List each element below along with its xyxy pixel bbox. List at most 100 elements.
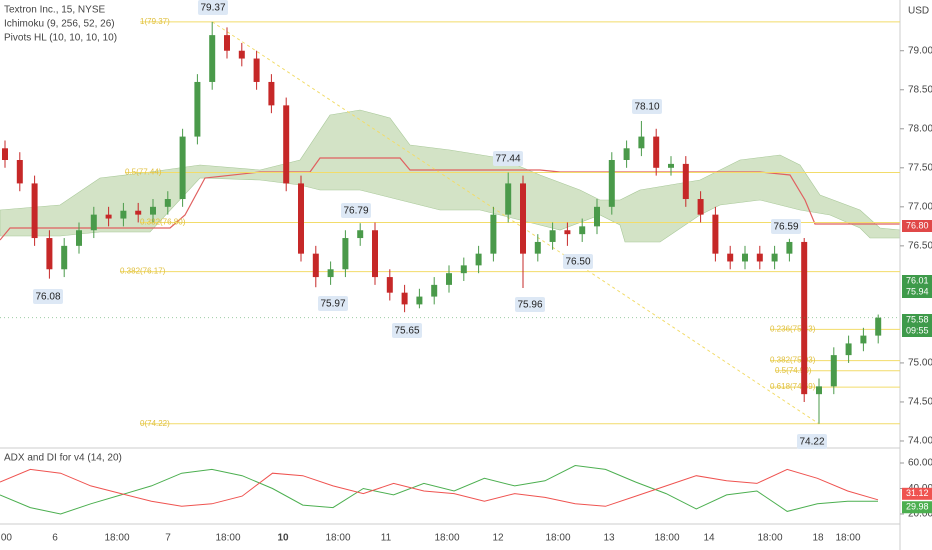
y-tick-label: 74.00 xyxy=(908,436,932,447)
candle-body xyxy=(549,230,556,242)
price-tag-label: 76.80 xyxy=(906,220,929,230)
candle-body xyxy=(830,355,837,387)
x-tick-label: 18:00 xyxy=(835,533,860,544)
candle-body xyxy=(224,35,230,51)
candle-body xyxy=(623,148,630,160)
x-tick-label: 18 xyxy=(812,533,824,544)
pivot-box xyxy=(515,297,545,312)
pivot-label: 76.79 xyxy=(343,206,368,217)
y-tick-label: 78.00 xyxy=(908,123,932,134)
price-tag xyxy=(902,314,932,326)
x-tick-label: :00 xyxy=(0,533,12,544)
adx-y-tick-label: 60.00 xyxy=(908,458,932,469)
adx-line xyxy=(0,464,879,515)
candle-body xyxy=(312,253,319,278)
adx-tag xyxy=(902,501,932,514)
x-tick-label: 6 xyxy=(52,533,58,544)
candle-body xyxy=(253,58,260,82)
pivot-box xyxy=(33,289,63,304)
candle-body xyxy=(638,136,645,149)
candle-body xyxy=(90,214,97,231)
y-tick-label: 79.00 xyxy=(908,45,932,56)
pivot-box xyxy=(771,219,801,234)
candle-body xyxy=(475,253,482,266)
candle-body xyxy=(460,265,467,274)
countdown-tag xyxy=(902,325,932,337)
price-tag xyxy=(902,286,932,298)
candle-body xyxy=(845,343,852,356)
y-tick-label: 75.00 xyxy=(908,358,932,369)
x-tick-label: 14 xyxy=(703,533,715,544)
candle-body xyxy=(327,269,334,278)
candle-body xyxy=(2,148,8,160)
pivot-box xyxy=(797,434,827,449)
candle-body xyxy=(608,160,615,207)
candle-body xyxy=(135,210,142,215)
x-tick-label: 18:00 xyxy=(215,533,240,544)
fib-label: 0.5(74.90) xyxy=(775,366,812,375)
pivot-label: 75.65 xyxy=(394,326,419,337)
fib-label: 0.382(75.03) xyxy=(770,356,816,365)
y-tick-label: 74.50 xyxy=(908,397,932,408)
fib-label: 0.5(77.44) xyxy=(125,168,162,177)
pivot-label: 75.96 xyxy=(517,300,542,311)
candle-body xyxy=(357,230,364,239)
adx-tag-label: 31.12 xyxy=(906,488,929,498)
indicator-label: Ichimoku (9, 256, 52, 26) xyxy=(4,19,115,30)
candle-body xyxy=(520,183,526,254)
y-tick-label: 77.50 xyxy=(908,162,932,173)
y-tick-label: 76.50 xyxy=(908,240,932,251)
candle-body xyxy=(238,50,245,59)
candle-body xyxy=(120,210,127,219)
candle-body xyxy=(150,206,156,215)
adx-y-tick-label: 20.00 xyxy=(908,509,932,520)
fib-label: 0(74.22) xyxy=(140,419,170,428)
pivot-label: 76.08 xyxy=(35,292,60,303)
x-tick-label: 18:00 xyxy=(654,533,679,544)
pivot-box xyxy=(198,0,228,15)
candle-body xyxy=(875,317,882,336)
candle-body xyxy=(490,214,497,254)
x-tick-label: 18:00 xyxy=(434,533,459,544)
pivot-label: 76.50 xyxy=(565,257,590,268)
pivot-label: 79.37 xyxy=(200,3,225,14)
candle-body xyxy=(298,183,304,254)
pivot-box xyxy=(632,99,662,114)
candle-body xyxy=(534,241,541,254)
adx-title: ADX and DI for v4 (14, 20) xyxy=(4,453,122,464)
pivot-label: 78.10 xyxy=(634,102,659,113)
candle-body xyxy=(727,253,734,262)
candle-body xyxy=(431,284,438,297)
candle-body xyxy=(653,136,660,168)
x-tick-label: 12 xyxy=(492,533,504,544)
x-tick-label: 10 xyxy=(277,533,289,544)
x-tick-label: 11 xyxy=(381,533,392,544)
pivot-box xyxy=(493,151,523,166)
candle-body xyxy=(76,230,82,246)
candle-body xyxy=(194,81,201,137)
candle-body xyxy=(505,183,512,215)
fib-label: 0.236(75.43) xyxy=(770,324,816,333)
candle-body xyxy=(742,253,748,262)
price-tag-label: 75.58 xyxy=(906,314,929,324)
price-tag-label: 75.94 xyxy=(906,286,929,296)
y-tick-label: 78.50 xyxy=(908,84,932,95)
candle-body xyxy=(712,214,719,254)
pivot-label: 77.44 xyxy=(495,154,520,165)
pivot-box xyxy=(341,203,371,218)
candle-body xyxy=(401,292,408,305)
candle-body xyxy=(46,238,53,270)
kijun-line xyxy=(0,157,900,241)
candle-body xyxy=(756,253,763,262)
candle-body xyxy=(283,105,290,184)
candle-body xyxy=(342,238,349,270)
candle-body xyxy=(268,81,275,106)
price-tag xyxy=(902,275,932,287)
candle-body xyxy=(697,199,704,215)
pivot-box xyxy=(318,296,348,311)
pivot-label: 74.22 xyxy=(799,437,824,448)
x-tick-label: 18:00 xyxy=(104,533,129,544)
candle-body xyxy=(682,163,689,200)
